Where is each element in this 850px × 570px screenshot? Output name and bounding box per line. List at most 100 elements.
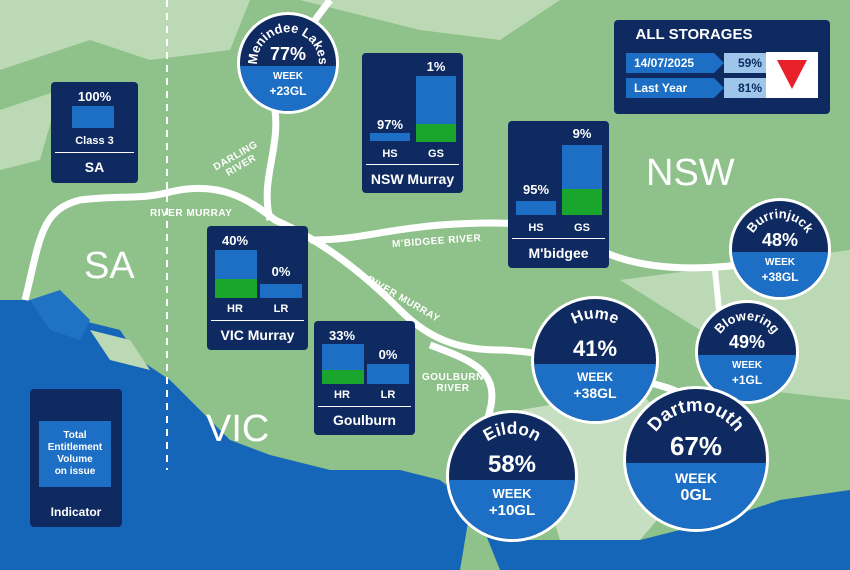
land-band-top — [300, 0, 560, 40]
panel-name: NSW Murray — [370, 171, 455, 187]
storage-water — [240, 65, 336, 111]
allocation-panel-sa: 100% Class 3 SA — [51, 82, 138, 183]
storage-pct: 67% — [669, 431, 723, 461]
panel-divider — [366, 164, 459, 165]
storage-week-label: WEEK — [675, 470, 717, 487]
storage-week-label: WEEK — [492, 486, 532, 502]
storage-circle-blowering: Blowering 49% WEEK +1GL — [695, 300, 799, 404]
allocation-bar — [322, 344, 364, 384]
allocation-bar-fill — [416, 124, 456, 142]
bar-label: LR — [273, 303, 289, 315]
storage-pct: 77% — [269, 43, 307, 64]
row-arrow-icon — [714, 78, 724, 98]
storage-week-label: WEEK — [765, 256, 795, 268]
storage-pct: 41% — [572, 335, 618, 361]
bar-label: HR — [227, 303, 243, 315]
bar-pct: 40% — [221, 233, 249, 248]
allocation-bar-fill — [562, 189, 602, 215]
storage-name: Dartmouth — [643, 394, 749, 435]
panel-name: VIC Murray — [220, 327, 295, 343]
allocation-bar-fill — [215, 279, 257, 298]
bar-pct: 9% — [572, 126, 592, 141]
legend-box-text: Total Entitlement Volume on issue — [39, 421, 111, 487]
storage-week-label: WEEK — [577, 369, 613, 384]
allocation-bar — [260, 284, 302, 298]
bar-label: HS — [382, 148, 398, 160]
storage-week-change: +10GL — [488, 502, 536, 520]
allocation-bar — [516, 201, 556, 215]
storage-circle-menindee: Menindee Lakes 77% WEEK +23GL — [237, 12, 339, 114]
gulf — [30, 290, 90, 340]
bar-label: Class 3 — [75, 135, 114, 147]
river-label-murray-west: RIVER MURRAY — [150, 208, 233, 219]
bar-pct: 0% — [271, 264, 291, 279]
storage-water — [626, 463, 766, 529]
allocation-panel-nsw-murray: 97% 1% HS GS NSW Murray — [362, 53, 463, 193]
region-label-nsw: NSW — [646, 152, 735, 194]
storage-circle-burrinjuck: Burrinjuck 48% WEEK +38GL — [729, 198, 831, 300]
bar-label: GS — [428, 148, 444, 160]
down-triangle-icon — [777, 60, 807, 89]
storage-pct: 48% — [761, 229, 799, 250]
region-label-vic: VIC — [206, 408, 270, 450]
storage-water — [732, 251, 828, 297]
panel-divider — [211, 320, 304, 321]
storage-pct: 49% — [728, 332, 766, 353]
allocation-bar — [215, 250, 257, 298]
indicator-legend: Total Entitlement Volume on issue Indica… — [30, 389, 122, 527]
land-band-top-left — [0, 0, 250, 70]
bar-label: GS — [574, 222, 590, 234]
allocation-bar — [370, 133, 410, 141]
storage-circle-hume: Hume 41% WEEK +38GL — [531, 296, 659, 424]
all-storages-title: ALL STORAGES — [635, 26, 753, 43]
panel-name: Goulburn — [333, 412, 396, 428]
region-label-sa: SA — [84, 245, 135, 287]
panel-divider — [512, 238, 605, 239]
storage-circle-eildon: Eildon 58% WEEK +10GL — [446, 410, 578, 542]
bar-pct: 100% — [77, 89, 112, 104]
sea-south-east — [440, 480, 850, 570]
allocation-bar — [72, 106, 114, 128]
storage-week-change: +23GL — [269, 83, 307, 98]
storage-name: Eildon — [480, 418, 545, 445]
panel-divider — [55, 152, 134, 153]
legend-title: Indicator — [50, 505, 102, 519]
all-storages-panel: ALL STORAGES 14/07/2025 59% Last Year 81… — [614, 20, 830, 114]
all-storages-row-label: Last Year — [626, 78, 714, 98]
all-storages-row-label: 14/07/2025 — [626, 53, 714, 73]
bar-pct: 33% — [328, 328, 356, 343]
allocation-panel-goulburn: 33% 0% HR LR Goulburn — [314, 321, 415, 435]
panel-name: SA — [84, 159, 105, 175]
storage-week-change: +38GL — [573, 384, 617, 401]
storage-water — [449, 479, 575, 539]
bar-label: HS — [528, 222, 544, 234]
panel-divider — [318, 406, 411, 407]
bar-label: HR — [334, 389, 350, 401]
river-label-goulburn: GOULBURN RIVER — [422, 372, 484, 394]
storage-circle-dartmouth: Dartmouth 67% WEEK 0GL — [623, 386, 769, 532]
storage-week-change: +38GL — [761, 269, 799, 284]
all-storages-row-value: 59% — [724, 53, 776, 73]
storage-water — [534, 363, 656, 421]
allocation-panel-vic-murray: 40% 0% HR LR VIC Murray — [207, 226, 308, 350]
panel-name: M'bidgee — [528, 245, 589, 261]
storage-week-change: +1GL — [731, 372, 763, 387]
storage-week-label: WEEK — [273, 70, 303, 82]
bar-pct: 97% — [376, 117, 404, 132]
allocation-bar — [367, 364, 409, 384]
bar-pct: 0% — [378, 347, 398, 362]
bar-pct: 1% — [426, 59, 446, 74]
allocation-bar — [562, 145, 602, 215]
storage-week-label: WEEK — [732, 359, 762, 371]
bar-label: LR — [380, 389, 396, 401]
land-band-left — [0, 90, 60, 170]
storage-week-change: 0GL — [680, 487, 712, 505]
all-storages-row-value: 81% — [724, 78, 776, 98]
row-arrow-icon — [714, 53, 724, 73]
allocation-bar — [416, 76, 456, 142]
storage-pct: 58% — [487, 450, 537, 478]
allocation-panel-mbidgee: 95% 9% HS GS M'bidgee — [508, 121, 609, 268]
bar-pct: 95% — [522, 182, 550, 197]
storage-name: Hume — [569, 305, 622, 328]
